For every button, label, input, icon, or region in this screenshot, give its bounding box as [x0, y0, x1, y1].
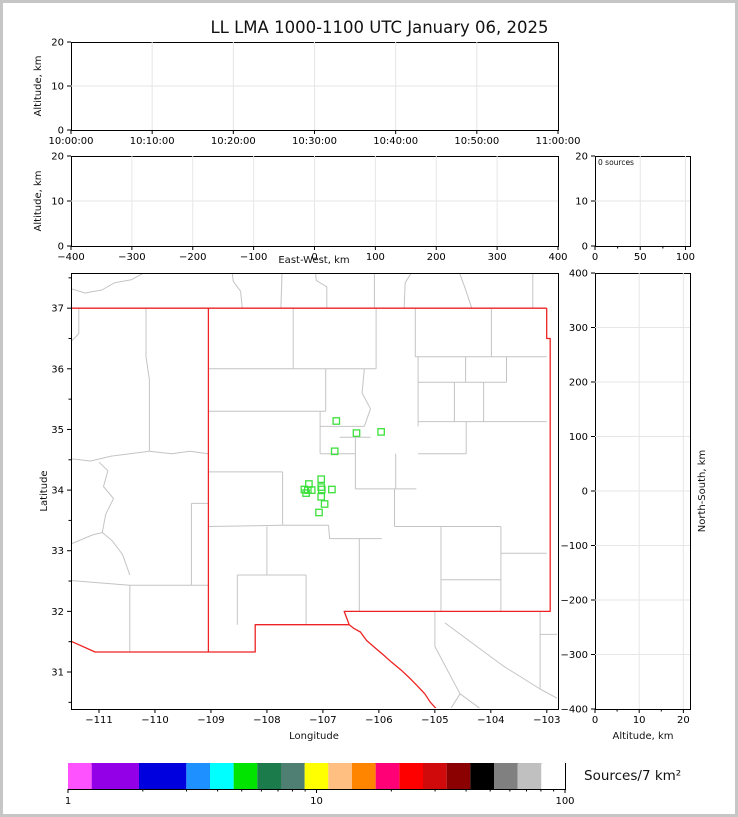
ns-height-ylabel: North-South, km — [697, 449, 708, 533]
tick-label: −104 — [477, 715, 504, 726]
tick-label: 200 — [569, 378, 588, 389]
tick-label: −108 — [253, 715, 280, 726]
tick-label: 100 — [366, 252, 385, 263]
tick-label: −200 — [179, 252, 206, 263]
tick-label: 11:00:00 — [536, 136, 581, 147]
tick-label: −100 — [240, 252, 267, 263]
tick-label: 10 — [51, 197, 64, 208]
tick-label: −105 — [421, 715, 448, 726]
colorbar — [68, 763, 566, 790]
tick-label: −400 — [561, 705, 588, 716]
tick-label: 100 — [676, 252, 695, 263]
time-height-panel — [71, 42, 559, 131]
tick-label: 0 — [592, 715, 598, 726]
tick-label: 35 — [51, 425, 64, 436]
tick-label: 10:10:00 — [130, 136, 175, 147]
tick-label: 10 — [310, 796, 323, 807]
tick-label: 10:50:00 — [454, 136, 499, 147]
time-height-ylabel: Altitude, km — [33, 55, 44, 117]
east-west-height-panel — [71, 156, 559, 247]
tick-label: 0 — [582, 487, 588, 498]
tick-label: 20 — [51, 38, 64, 49]
tick-label: 20 — [677, 715, 690, 726]
tick-label: 0 — [58, 242, 64, 253]
tick-label: −300 — [561, 650, 588, 661]
tick-label: −300 — [118, 252, 145, 263]
tick-label: 10 — [51, 82, 64, 93]
ns-height-xlabel: Altitude, km — [612, 731, 674, 742]
tick-label: 10 — [633, 715, 646, 726]
tick-label: −100 — [561, 541, 588, 552]
plan-view-map-panel — [71, 273, 559, 710]
tick-label: −111 — [85, 715, 112, 726]
tick-label: 200 — [427, 252, 446, 263]
tick-label: −200 — [561, 596, 588, 607]
tick-label: 0 — [592, 252, 598, 263]
tick-label: 20 — [51, 152, 64, 163]
tick-label: −103 — [533, 715, 560, 726]
tick-label: −107 — [309, 715, 336, 726]
colorbar-ticks: 1 10 100 — [65, 789, 575, 807]
tick-label: 0 — [582, 242, 588, 253]
ew-height-ylabel: Altitude, km — [33, 170, 44, 232]
tick-label: 1 — [65, 796, 71, 807]
tick-label: −109 — [197, 715, 224, 726]
tick-label: −110 — [141, 715, 168, 726]
tick-label: 300 — [488, 252, 507, 263]
tick-label: 31 — [51, 668, 64, 679]
tick-label: 400 — [569, 269, 588, 280]
tick-label: 20 — [575, 152, 588, 163]
tick-label: 10:00:00 — [49, 136, 94, 147]
ew-height-xlabel: East-West, km — [278, 255, 350, 266]
tick-label: 0 — [58, 126, 64, 137]
tick-label: 50 — [634, 252, 647, 263]
tick-label: 33 — [51, 546, 64, 557]
tick-label: 10:40:00 — [373, 136, 418, 147]
tick-label: 10:20:00 — [211, 136, 256, 147]
map-ylabel: Latitude — [39, 470, 50, 512]
source-histogram-panel — [595, 156, 691, 247]
tick-label: 36 — [51, 364, 64, 375]
tick-label: 37 — [51, 304, 64, 315]
tick-label: 100 — [569, 432, 588, 443]
map-xlabel: Longitude — [289, 731, 339, 742]
tick-label: 10:30:00 — [292, 136, 337, 147]
figure-title: LL LMA 1000-1100 UTC January 06, 2025 — [210, 18, 549, 37]
tick-label: 300 — [569, 323, 588, 334]
colorbar-label: Sources/7 km² — [584, 768, 682, 784]
source-count-annotation: 0 sources — [598, 158, 634, 167]
tick-label: −106 — [365, 715, 392, 726]
tick-label: 34 — [51, 486, 64, 497]
tick-label: −400 — [57, 252, 84, 263]
tick-label: 100 — [555, 796, 574, 807]
tick-label: 10 — [575, 197, 588, 208]
north-south-height-panel — [595, 273, 691, 710]
tick-label: 400 — [548, 252, 567, 263]
tick-label: 32 — [51, 607, 64, 618]
